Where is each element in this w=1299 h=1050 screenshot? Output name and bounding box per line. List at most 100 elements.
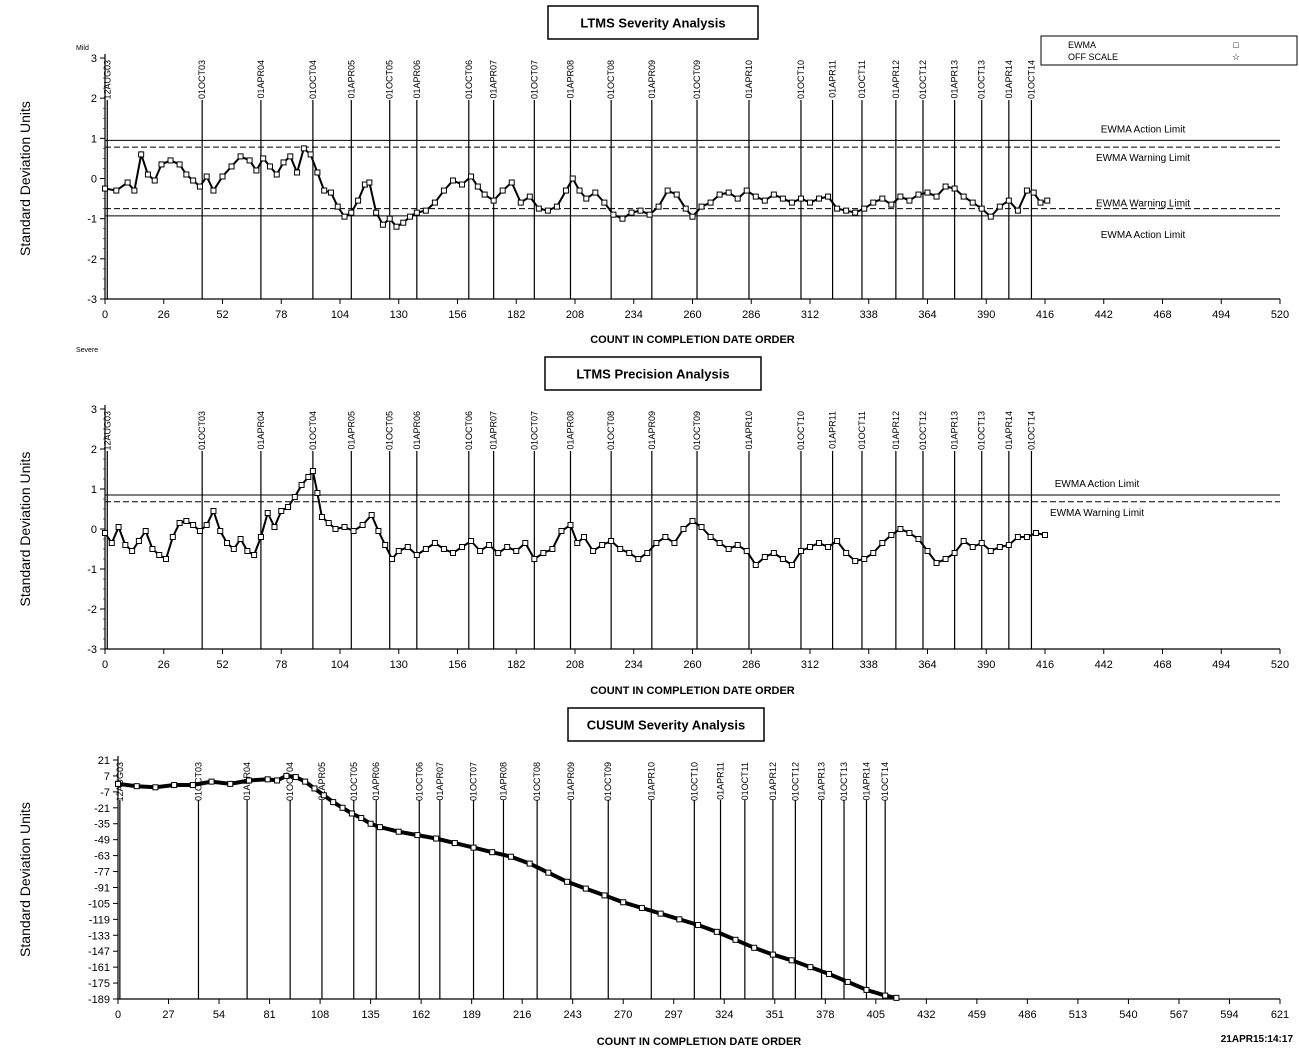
data-point — [676, 916, 683, 923]
date-marker-label: 01OCT06 — [464, 60, 474, 99]
data-point — [367, 820, 374, 827]
data-point — [1032, 530, 1039, 536]
data-point — [599, 542, 606, 548]
data-point — [264, 776, 271, 783]
y-tick-label: -21 — [94, 803, 110, 815]
x-tick-label: 338 — [860, 659, 878, 671]
data-point — [664, 187, 671, 194]
date-marker-label: 01OCT10 — [796, 60, 806, 99]
x-tick-label: 208 — [566, 659, 584, 671]
data-point — [300, 145, 307, 152]
data-point — [863, 986, 870, 993]
data-point — [662, 534, 669, 540]
y-tick-label: -119 — [89, 914, 110, 926]
data-point — [1005, 197, 1012, 204]
x-tick-label: 297 — [665, 1009, 683, 1021]
chart-title-box — [547, 5, 759, 40]
x-tick-label: 432 — [917, 1009, 935, 1021]
data-point — [951, 550, 958, 556]
data-point — [725, 546, 732, 552]
data-point — [882, 992, 889, 999]
x-tick-label: 405 — [867, 1009, 885, 1021]
x-tick-label: 104 — [331, 659, 349, 671]
date-marker-label: 01APR09 — [647, 60, 657, 99]
data-point — [915, 536, 922, 542]
x-tick-label: 286 — [742, 309, 760, 321]
data-point — [1023, 187, 1030, 194]
data-point — [671, 540, 678, 546]
data-point — [431, 540, 438, 546]
data-point — [637, 207, 644, 214]
data-point — [422, 546, 429, 552]
data-point — [228, 163, 235, 170]
x-tick-label: 0 — [102, 659, 108, 671]
date-marker-label: 01OCT14 — [1026, 60, 1036, 99]
date-marker-label: 01APR13 — [817, 762, 827, 801]
data-point — [797, 548, 804, 554]
y-tick-label: 2 — [91, 444, 97, 456]
x-tick-label: 520 — [1271, 309, 1289, 321]
data-point — [608, 538, 615, 544]
data-point — [951, 185, 958, 192]
chart-title: CUSUM Severity Analysis — [587, 718, 745, 733]
date-marker-label: 01APR08 — [498, 762, 508, 801]
date-marker-label: 01OCT05 — [385, 411, 395, 450]
data-point — [716, 540, 723, 546]
data-point — [682, 205, 689, 212]
data-point — [224, 540, 231, 546]
chart-title: LTMS Severity Analysis — [580, 16, 725, 31]
data-point — [513, 548, 520, 554]
data-point — [807, 199, 813, 206]
data-point — [743, 187, 750, 194]
x-tick-label: 108 — [311, 1009, 329, 1021]
y-tick-label: -1 — [87, 564, 97, 576]
data-point — [413, 209, 420, 216]
data-point — [834, 205, 841, 212]
date-marker-label: 01APR12 — [891, 60, 901, 99]
x-tick-label: 312 — [801, 659, 819, 671]
date-marker-label: 01OCT03 — [197, 60, 207, 99]
data-point — [376, 824, 383, 831]
x-tick-label: 78 — [275, 659, 287, 671]
data-point — [470, 844, 477, 851]
legend-label: EWMA — [1068, 40, 1096, 50]
data-point — [620, 899, 627, 906]
x-tick-label: 189 — [462, 1009, 480, 1021]
data-point — [807, 544, 813, 550]
data-point — [996, 203, 1003, 210]
data-point — [581, 534, 588, 540]
x-tick-label: 390 — [977, 659, 995, 671]
data-point — [569, 175, 576, 182]
data-point — [1014, 534, 1021, 540]
x-tick-label: 52 — [216, 309, 228, 321]
data-point — [852, 558, 859, 564]
date-marker-label: 01APR08 — [565, 60, 575, 99]
date-marker-label: 01OCT10 — [689, 762, 699, 801]
data-point — [770, 550, 777, 556]
date-marker-label: 01OCT12 — [790, 762, 800, 801]
x-tick-label: 208 — [566, 309, 584, 321]
data-point — [969, 199, 976, 206]
date-marker-label: 01OCT13 — [977, 60, 987, 99]
data-point — [843, 207, 850, 214]
data-point — [292, 774, 299, 781]
date-marker-label: 01APR10 — [646, 762, 656, 801]
data-point — [707, 199, 714, 206]
x-tick-label: 513 — [1069, 1009, 1087, 1021]
data-point — [307, 151, 314, 158]
series-line — [104, 146, 1048, 228]
data-point — [635, 556, 642, 562]
x-tick-label: 135 — [361, 1009, 379, 1021]
date-marker-label: 01APR10 — [744, 411, 754, 450]
data-point — [440, 187, 447, 194]
data-point — [495, 550, 502, 556]
y-tick-label: 1 — [91, 484, 97, 496]
limit-label: EWMA Action Limit — [1101, 230, 1186, 241]
data-point — [942, 183, 949, 190]
data-point — [852, 209, 859, 216]
data-point — [626, 550, 633, 556]
data-point — [474, 183, 481, 190]
data-point — [507, 853, 514, 860]
date-marker-label: 12AUG03 — [102, 60, 112, 100]
